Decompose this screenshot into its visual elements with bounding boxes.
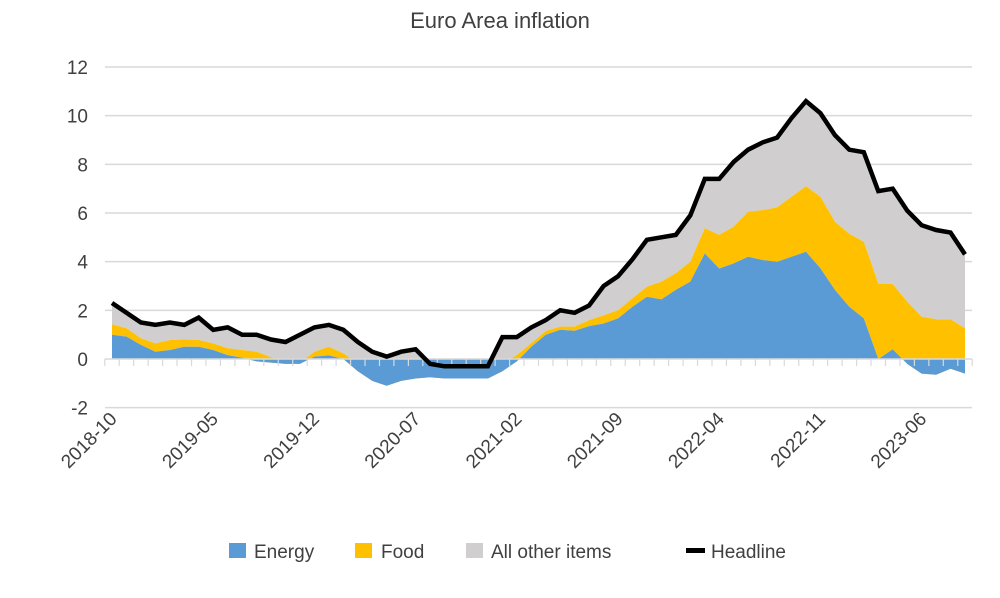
legend-swatch-food bbox=[355, 543, 372, 558]
legend-label-other: All other items bbox=[491, 542, 611, 563]
gridlines bbox=[105, 66, 972, 409]
chart-title: Euro Area inflation bbox=[410, 8, 590, 33]
x-tick-label: 2021-09 bbox=[563, 409, 627, 473]
y-tick-label: 2 bbox=[77, 301, 88, 322]
stacked-areas bbox=[112, 101, 965, 386]
y-axis-tick-labels: -2 0 2 4 6 8 10 12 bbox=[67, 58, 89, 420]
x-axis bbox=[104, 358, 973, 366]
legend-label-energy: Energy bbox=[254, 542, 315, 563]
x-tick-label: 2019-12 bbox=[260, 409, 324, 473]
x-tick-label: 2021-02 bbox=[462, 409, 526, 473]
legend: Energy Food All other items Headline bbox=[229, 542, 786, 563]
area-energy bbox=[112, 251, 965, 386]
y-tick-label: 4 bbox=[77, 253, 88, 274]
legend-swatch-energy bbox=[229, 543, 246, 558]
y-tick-label: 12 bbox=[67, 58, 88, 79]
legend-swatch-other bbox=[466, 543, 483, 558]
y-tick-label: -2 bbox=[71, 399, 88, 420]
legend-label-headline: Headline bbox=[711, 542, 786, 563]
x-tick-label: 2022-04 bbox=[665, 408, 729, 472]
legend-swatch-headline bbox=[686, 548, 705, 553]
x-tick-label: 2018-10 bbox=[57, 409, 121, 473]
area-all-other-items bbox=[112, 101, 965, 376]
headline-line-group bbox=[110, 97, 967, 369]
y-tick-label: 0 bbox=[77, 350, 88, 371]
x-tick-label: 2019-05 bbox=[159, 409, 223, 473]
area-food bbox=[112, 186, 965, 386]
headline-line bbox=[110, 97, 967, 369]
x-tick-label: 2023-06 bbox=[867, 409, 931, 473]
y-tick-label: 8 bbox=[77, 155, 88, 176]
y-tick-label: 6 bbox=[77, 204, 88, 225]
legend-label-food: Food bbox=[381, 542, 424, 563]
x-tick-label: 2020-07 bbox=[361, 409, 425, 473]
x-axis-tick-labels: 2018-10 2019-05 2019-12 2020-07 2021-02 2021-… bbox=[57, 408, 931, 472]
y-tick-label: 10 bbox=[67, 107, 88, 128]
x-tick-label: 2022-11 bbox=[767, 409, 830, 472]
